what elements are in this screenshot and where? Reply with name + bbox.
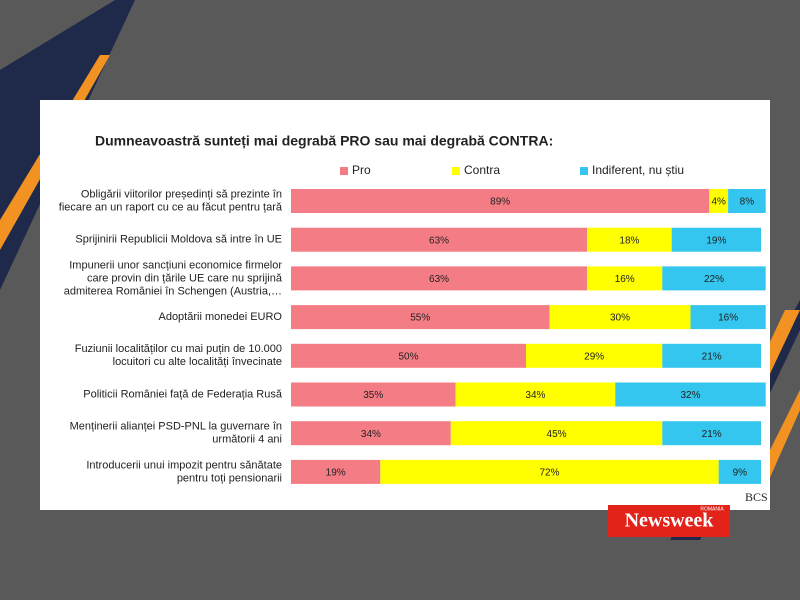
bar-segment <box>291 421 451 446</box>
bar-segment <box>690 305 766 330</box>
bar-segment <box>728 189 766 213</box>
chart-title: Dumneavoastră sunteți mai degrabă PRO sa… <box>95 133 553 149</box>
value-label: 18% <box>619 235 639 246</box>
value-label: 34% <box>361 429 381 440</box>
bar-segment <box>587 266 663 291</box>
value-label: 32% <box>680 390 700 401</box>
value-label: 16% <box>615 274 635 285</box>
bar-segment <box>291 189 710 213</box>
bar-segment <box>671 227 761 252</box>
value-label: 50% <box>398 351 418 362</box>
value-label: 72% <box>539 468 559 479</box>
bar-segment <box>662 421 761 446</box>
value-label: 21% <box>702 429 722 440</box>
bar-segment <box>291 459 381 484</box>
value-label: 35% <box>363 390 383 401</box>
legend-marker <box>580 167 588 175</box>
legend-label: Pro <box>352 163 371 177</box>
category-label: Introducerii unui impozit pentru sănătat… <box>86 459 282 471</box>
category-label: Adoptării monedei EURO <box>158 311 282 323</box>
bar-segment <box>291 343 526 368</box>
bar-segment <box>291 227 588 252</box>
value-label: 16% <box>718 313 738 324</box>
bar-segment <box>291 266 588 291</box>
category-label: Menținerii alianței PSD-PNL la guvernare… <box>70 421 282 433</box>
value-label: 4% <box>711 197 726 208</box>
logo-brand: Newsweek <box>625 510 715 532</box>
value-label: 30% <box>610 313 630 324</box>
legend-marker <box>340 167 348 175</box>
bar-segment <box>455 382 616 407</box>
value-label: 63% <box>429 274 449 285</box>
logo-edition: ROMANIA <box>700 506 724 512</box>
bar-segment <box>549 305 691 330</box>
category-label: Obligării viitorilor președinți să prezi… <box>81 188 282 200</box>
bar-segment <box>291 382 456 407</box>
source: BCS <box>745 490 768 504</box>
bar-segment <box>587 227 672 252</box>
category-label: Sprijinirii Republicii Moldova să intre … <box>75 234 282 246</box>
value-label: 22% <box>704 274 724 285</box>
value-label: 89% <box>490 197 510 208</box>
category-label: Impunerii unor sancțiuni economice firme… <box>69 259 282 271</box>
category-label: locuitori cu alte localități învecinate <box>113 356 282 368</box>
legend-label: Contra <box>464 163 500 177</box>
value-label: 55% <box>410 313 430 324</box>
bar-segment <box>662 266 766 291</box>
bar-segment <box>709 189 729 213</box>
bar-segment <box>662 343 761 368</box>
value-label: 19% <box>326 468 346 479</box>
category-label: admiterea României în Schengen (Austria,… <box>64 285 282 297</box>
legend-label: Indiferent, nu știu <box>592 163 684 177</box>
category-label: următorii 4 ani <box>212 434 282 446</box>
logo-box <box>608 505 730 537</box>
legend-marker <box>452 167 460 175</box>
bar-segment <box>380 459 719 484</box>
category-label: Fuziunii localităților cu mai puțin de 1… <box>75 343 282 355</box>
bar-segment <box>450 421 663 446</box>
category-label: care provin din țările UE care nu spriji… <box>87 272 283 284</box>
value-label: 19% <box>706 235 726 246</box>
bar-segment <box>615 382 766 407</box>
category-label: Politicii României față de Federația Rus… <box>83 388 283 400</box>
category-label: pentru toți pensionarii <box>177 472 282 484</box>
value-label: 45% <box>547 429 567 440</box>
value-label: 29% <box>584 351 604 362</box>
value-label: 21% <box>702 351 722 362</box>
category-label: fiecare an un raport cu ce au făcut pent… <box>59 201 283 213</box>
value-label: 8% <box>740 197 755 208</box>
bar-segment <box>291 305 550 330</box>
value-label: 63% <box>429 235 449 246</box>
value-label: 34% <box>525 390 545 401</box>
panel <box>40 100 770 510</box>
bar-segment <box>526 343 663 368</box>
value-label: 9% <box>733 468 748 479</box>
bar-segment <box>718 459 761 484</box>
